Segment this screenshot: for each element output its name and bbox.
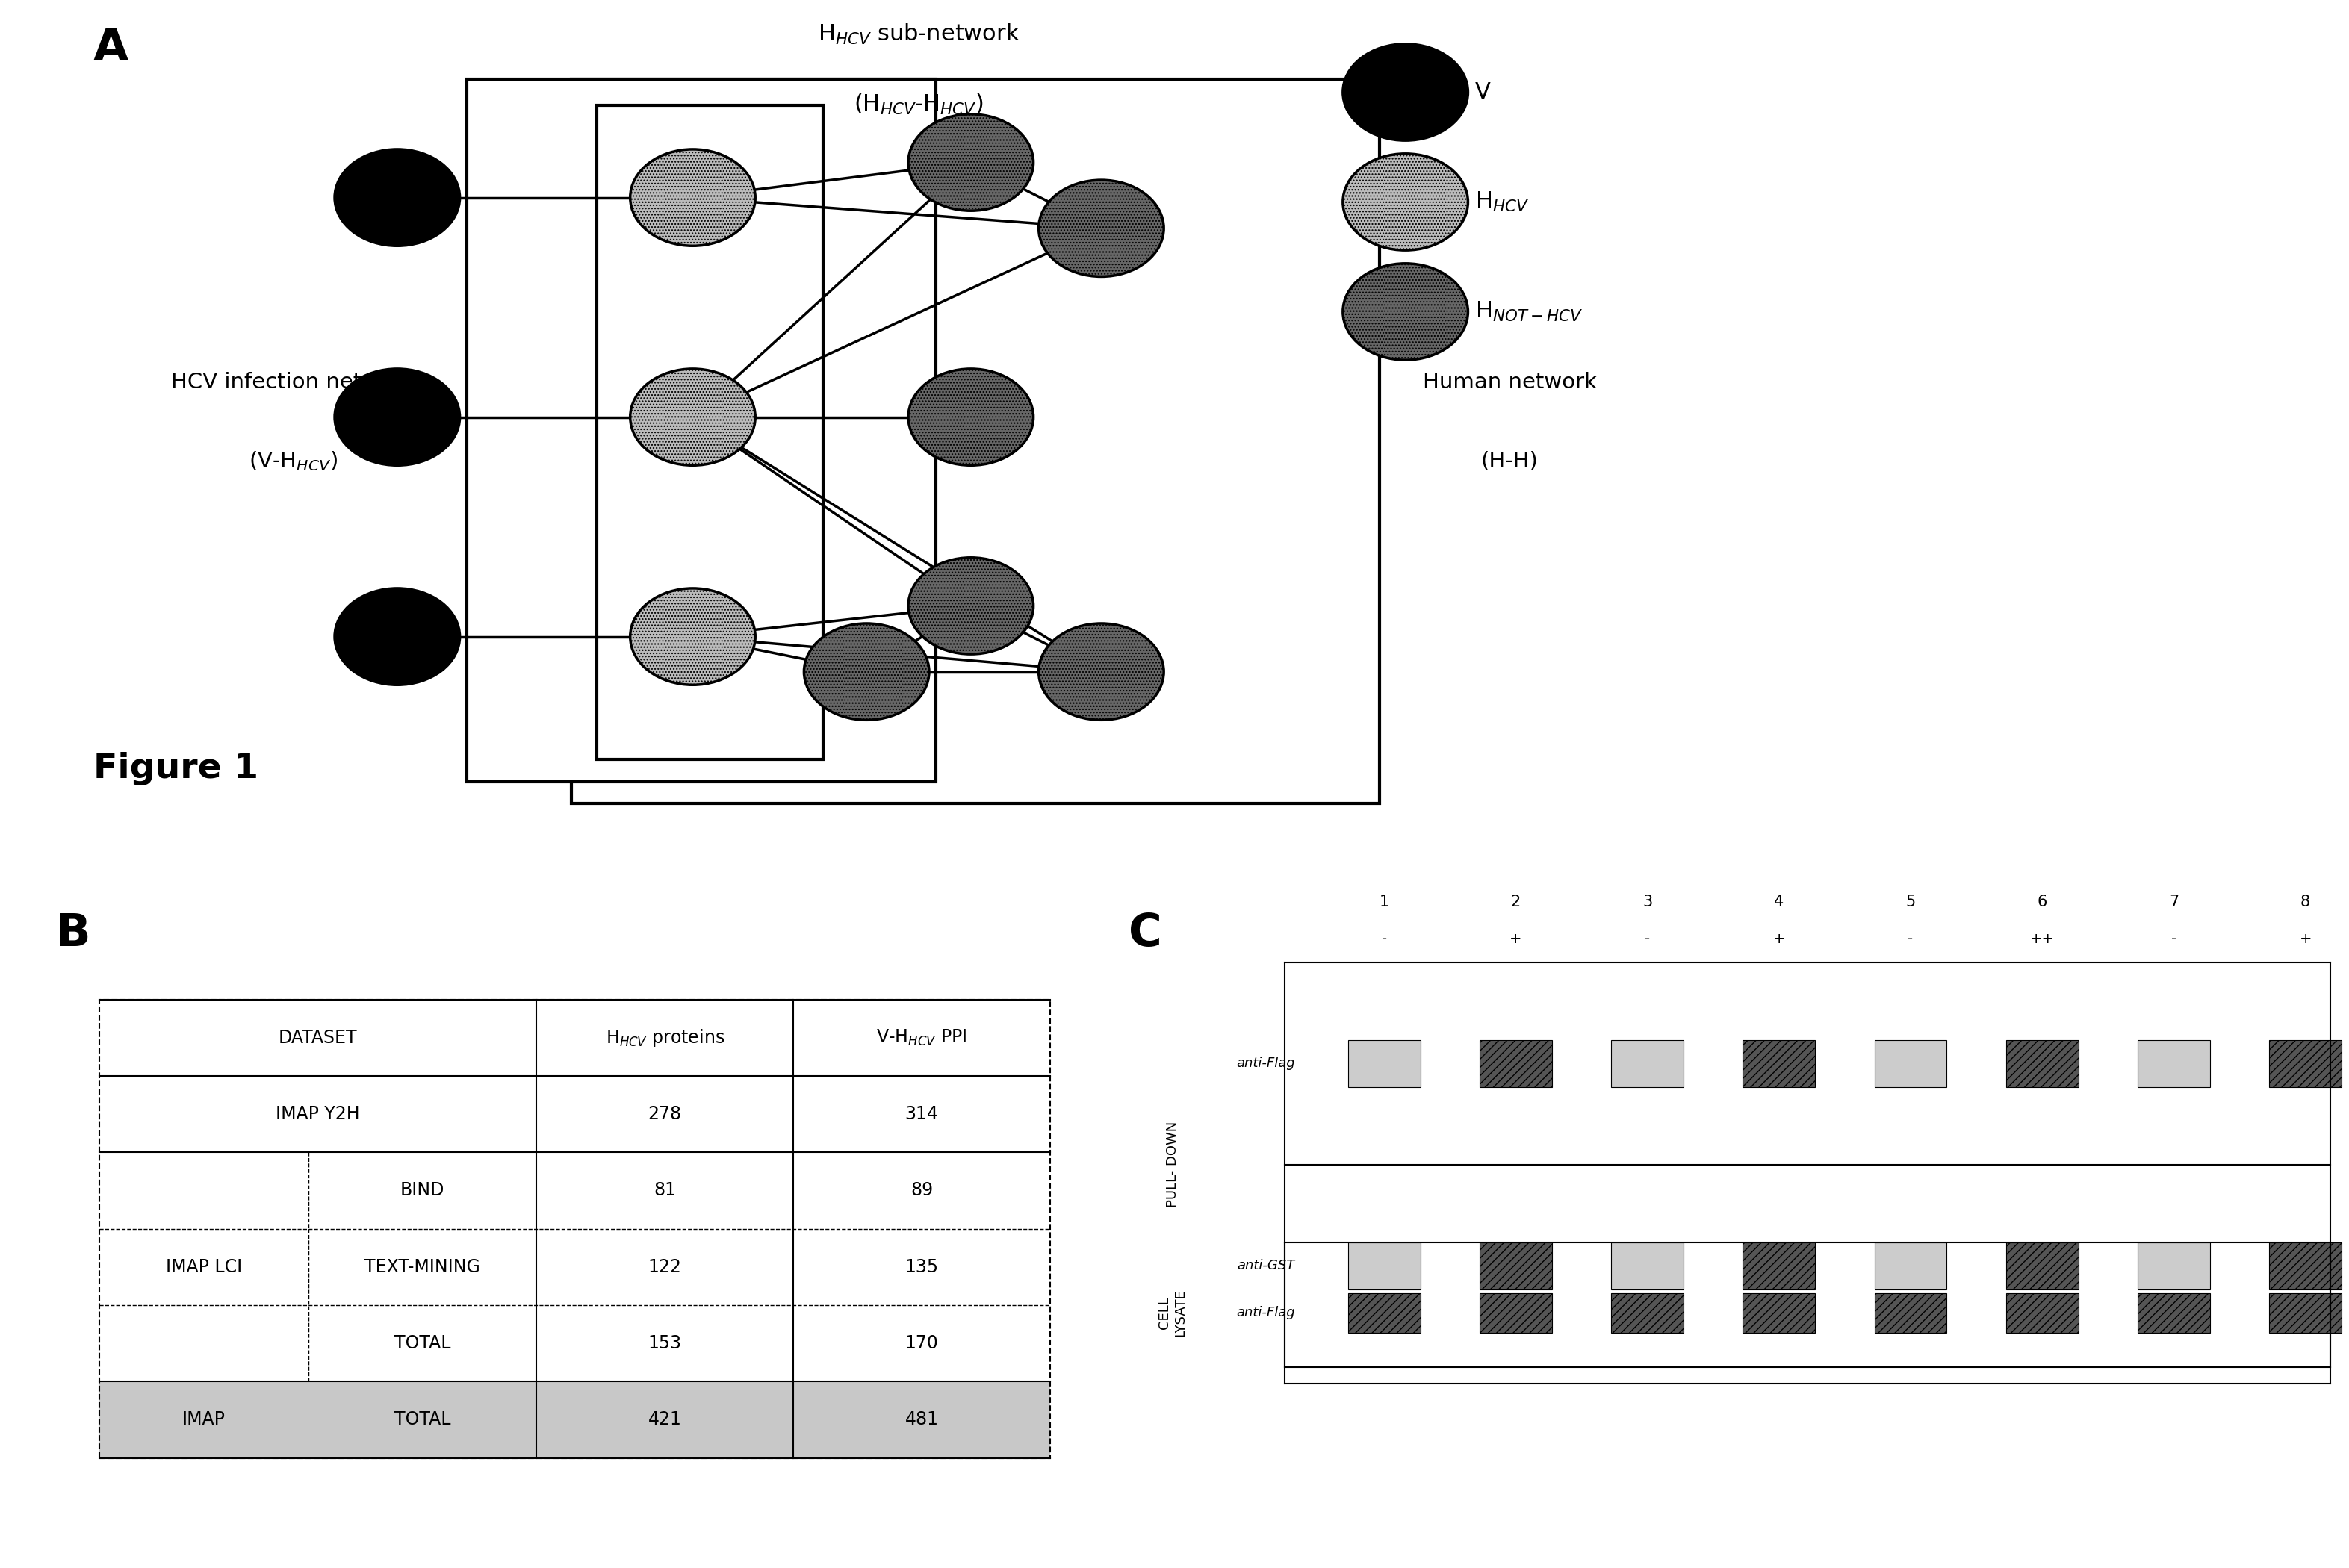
- Text: 314: 314: [904, 1105, 937, 1123]
- Bar: [2269, 1040, 2342, 1087]
- Text: -: -: [2170, 931, 2178, 946]
- Text: H$_{HCV}$ proteins: H$_{HCV}$ proteins: [606, 1027, 723, 1047]
- Bar: [2138, 1040, 2210, 1087]
- Text: 4: 4: [1773, 894, 1783, 909]
- Bar: [1875, 1040, 1947, 1087]
- Text: 135: 135: [904, 1258, 940, 1276]
- Text: IMAP Y2H: IMAP Y2H: [275, 1105, 359, 1123]
- Text: 153: 153: [648, 1334, 681, 1352]
- Ellipse shape: [630, 588, 756, 685]
- Text: TOTAL: TOTAL: [395, 1334, 451, 1352]
- Bar: [571, 78, 1379, 803]
- Bar: [1875, 1294, 1947, 1333]
- Bar: [2269, 1294, 2342, 1333]
- Text: PULL- DOWN: PULL- DOWN: [1165, 1121, 1179, 1207]
- Text: +: +: [1510, 931, 1522, 946]
- Text: TOTAL: TOTAL: [395, 1411, 451, 1428]
- Text: 5: 5: [1905, 894, 1914, 909]
- Ellipse shape: [630, 368, 756, 466]
- Text: Human network: Human network: [1423, 372, 1597, 392]
- Ellipse shape: [1038, 180, 1163, 276]
- Bar: [597, 105, 822, 759]
- Bar: [1611, 1242, 1684, 1289]
- Text: -: -: [1644, 931, 1649, 946]
- Text: IMAP LCI: IMAP LCI: [164, 1258, 242, 1276]
- Bar: [1875, 1242, 1947, 1289]
- Ellipse shape: [909, 558, 1034, 654]
- Ellipse shape: [909, 114, 1034, 210]
- Text: +: +: [1773, 931, 1785, 946]
- Bar: [2006, 1294, 2079, 1333]
- Ellipse shape: [334, 368, 460, 466]
- Bar: [1743, 1242, 1816, 1289]
- Text: (H-H): (H-H): [1480, 450, 1539, 472]
- Bar: [2006, 1040, 2079, 1087]
- Bar: [1480, 1294, 1553, 1333]
- Text: A: A: [94, 27, 129, 71]
- Bar: [467, 78, 937, 781]
- Ellipse shape: [909, 368, 1034, 466]
- Text: (H$_{HCV}$-H$_{HCV}$): (H$_{HCV}$-H$_{HCV}$): [855, 93, 984, 116]
- Text: B: B: [56, 913, 92, 956]
- Bar: [99, 999, 1050, 1458]
- Bar: [1480, 1040, 1553, 1087]
- Text: 481: 481: [904, 1411, 940, 1428]
- Text: 8: 8: [2300, 894, 2311, 909]
- Text: V: V: [1475, 82, 1492, 103]
- Text: 278: 278: [648, 1105, 681, 1123]
- Text: 421: 421: [648, 1411, 681, 1428]
- Text: ++: ++: [2030, 931, 2055, 946]
- Text: DATASET: DATASET: [280, 1029, 357, 1046]
- Text: 81: 81: [653, 1182, 677, 1200]
- Bar: [2006, 1242, 2079, 1289]
- Text: H$_{HCV}$: H$_{HCV}$: [1475, 190, 1529, 213]
- Ellipse shape: [1038, 624, 1163, 720]
- Bar: [2269, 1242, 2342, 1289]
- Bar: [1611, 1040, 1684, 1087]
- Text: V-H$_{HCV}$ PPI: V-H$_{HCV}$ PPI: [876, 1029, 968, 1047]
- Text: TEXT-MINING: TEXT-MINING: [364, 1258, 479, 1276]
- Ellipse shape: [630, 149, 756, 246]
- Text: 2: 2: [1510, 894, 1520, 909]
- Ellipse shape: [1344, 154, 1468, 251]
- Bar: [1743, 1040, 1816, 1087]
- Ellipse shape: [1344, 44, 1468, 141]
- Text: 7: 7: [2168, 894, 2180, 909]
- Bar: [2138, 1242, 2210, 1289]
- Text: IMAP: IMAP: [183, 1411, 226, 1428]
- Text: HCV infection network: HCV infection network: [171, 372, 416, 392]
- Text: anti-GST: anti-GST: [1238, 1259, 1294, 1273]
- Text: H$_{NOT-HCV}$: H$_{NOT-HCV}$: [1475, 299, 1583, 323]
- Text: C: C: [1130, 913, 1163, 956]
- Bar: [99, 1381, 1050, 1458]
- Ellipse shape: [334, 149, 460, 246]
- Text: Figure 1: Figure 1: [94, 751, 258, 786]
- Bar: [1743, 1294, 1816, 1333]
- Text: -: -: [1907, 931, 1912, 946]
- Text: BIND: BIND: [399, 1182, 444, 1200]
- Text: -: -: [1381, 931, 1386, 946]
- Text: anti-Flag: anti-Flag: [1236, 1306, 1294, 1320]
- Text: 170: 170: [904, 1334, 937, 1352]
- Text: 89: 89: [911, 1182, 933, 1200]
- Bar: [1611, 1294, 1684, 1333]
- Ellipse shape: [334, 588, 460, 685]
- Text: +: +: [2300, 931, 2311, 946]
- Text: 6: 6: [2037, 894, 2048, 909]
- Text: 122: 122: [648, 1258, 681, 1276]
- Bar: [2138, 1294, 2210, 1333]
- Text: anti-Flag: anti-Flag: [1236, 1057, 1294, 1071]
- Ellipse shape: [803, 624, 930, 720]
- Text: CELL
LYSATE: CELL LYSATE: [1158, 1289, 1186, 1338]
- Bar: [1348, 1294, 1421, 1333]
- Bar: [1480, 1242, 1553, 1289]
- Text: 3: 3: [1642, 894, 1651, 909]
- Bar: [1348, 1040, 1421, 1087]
- Text: (V-H$_{HCV}$): (V-H$_{HCV}$): [249, 450, 338, 472]
- Text: H$_{HCV}$ sub-network: H$_{HCV}$ sub-network: [817, 22, 1019, 45]
- Ellipse shape: [1344, 263, 1468, 361]
- Text: 1: 1: [1379, 894, 1388, 909]
- Bar: [1348, 1242, 1421, 1289]
